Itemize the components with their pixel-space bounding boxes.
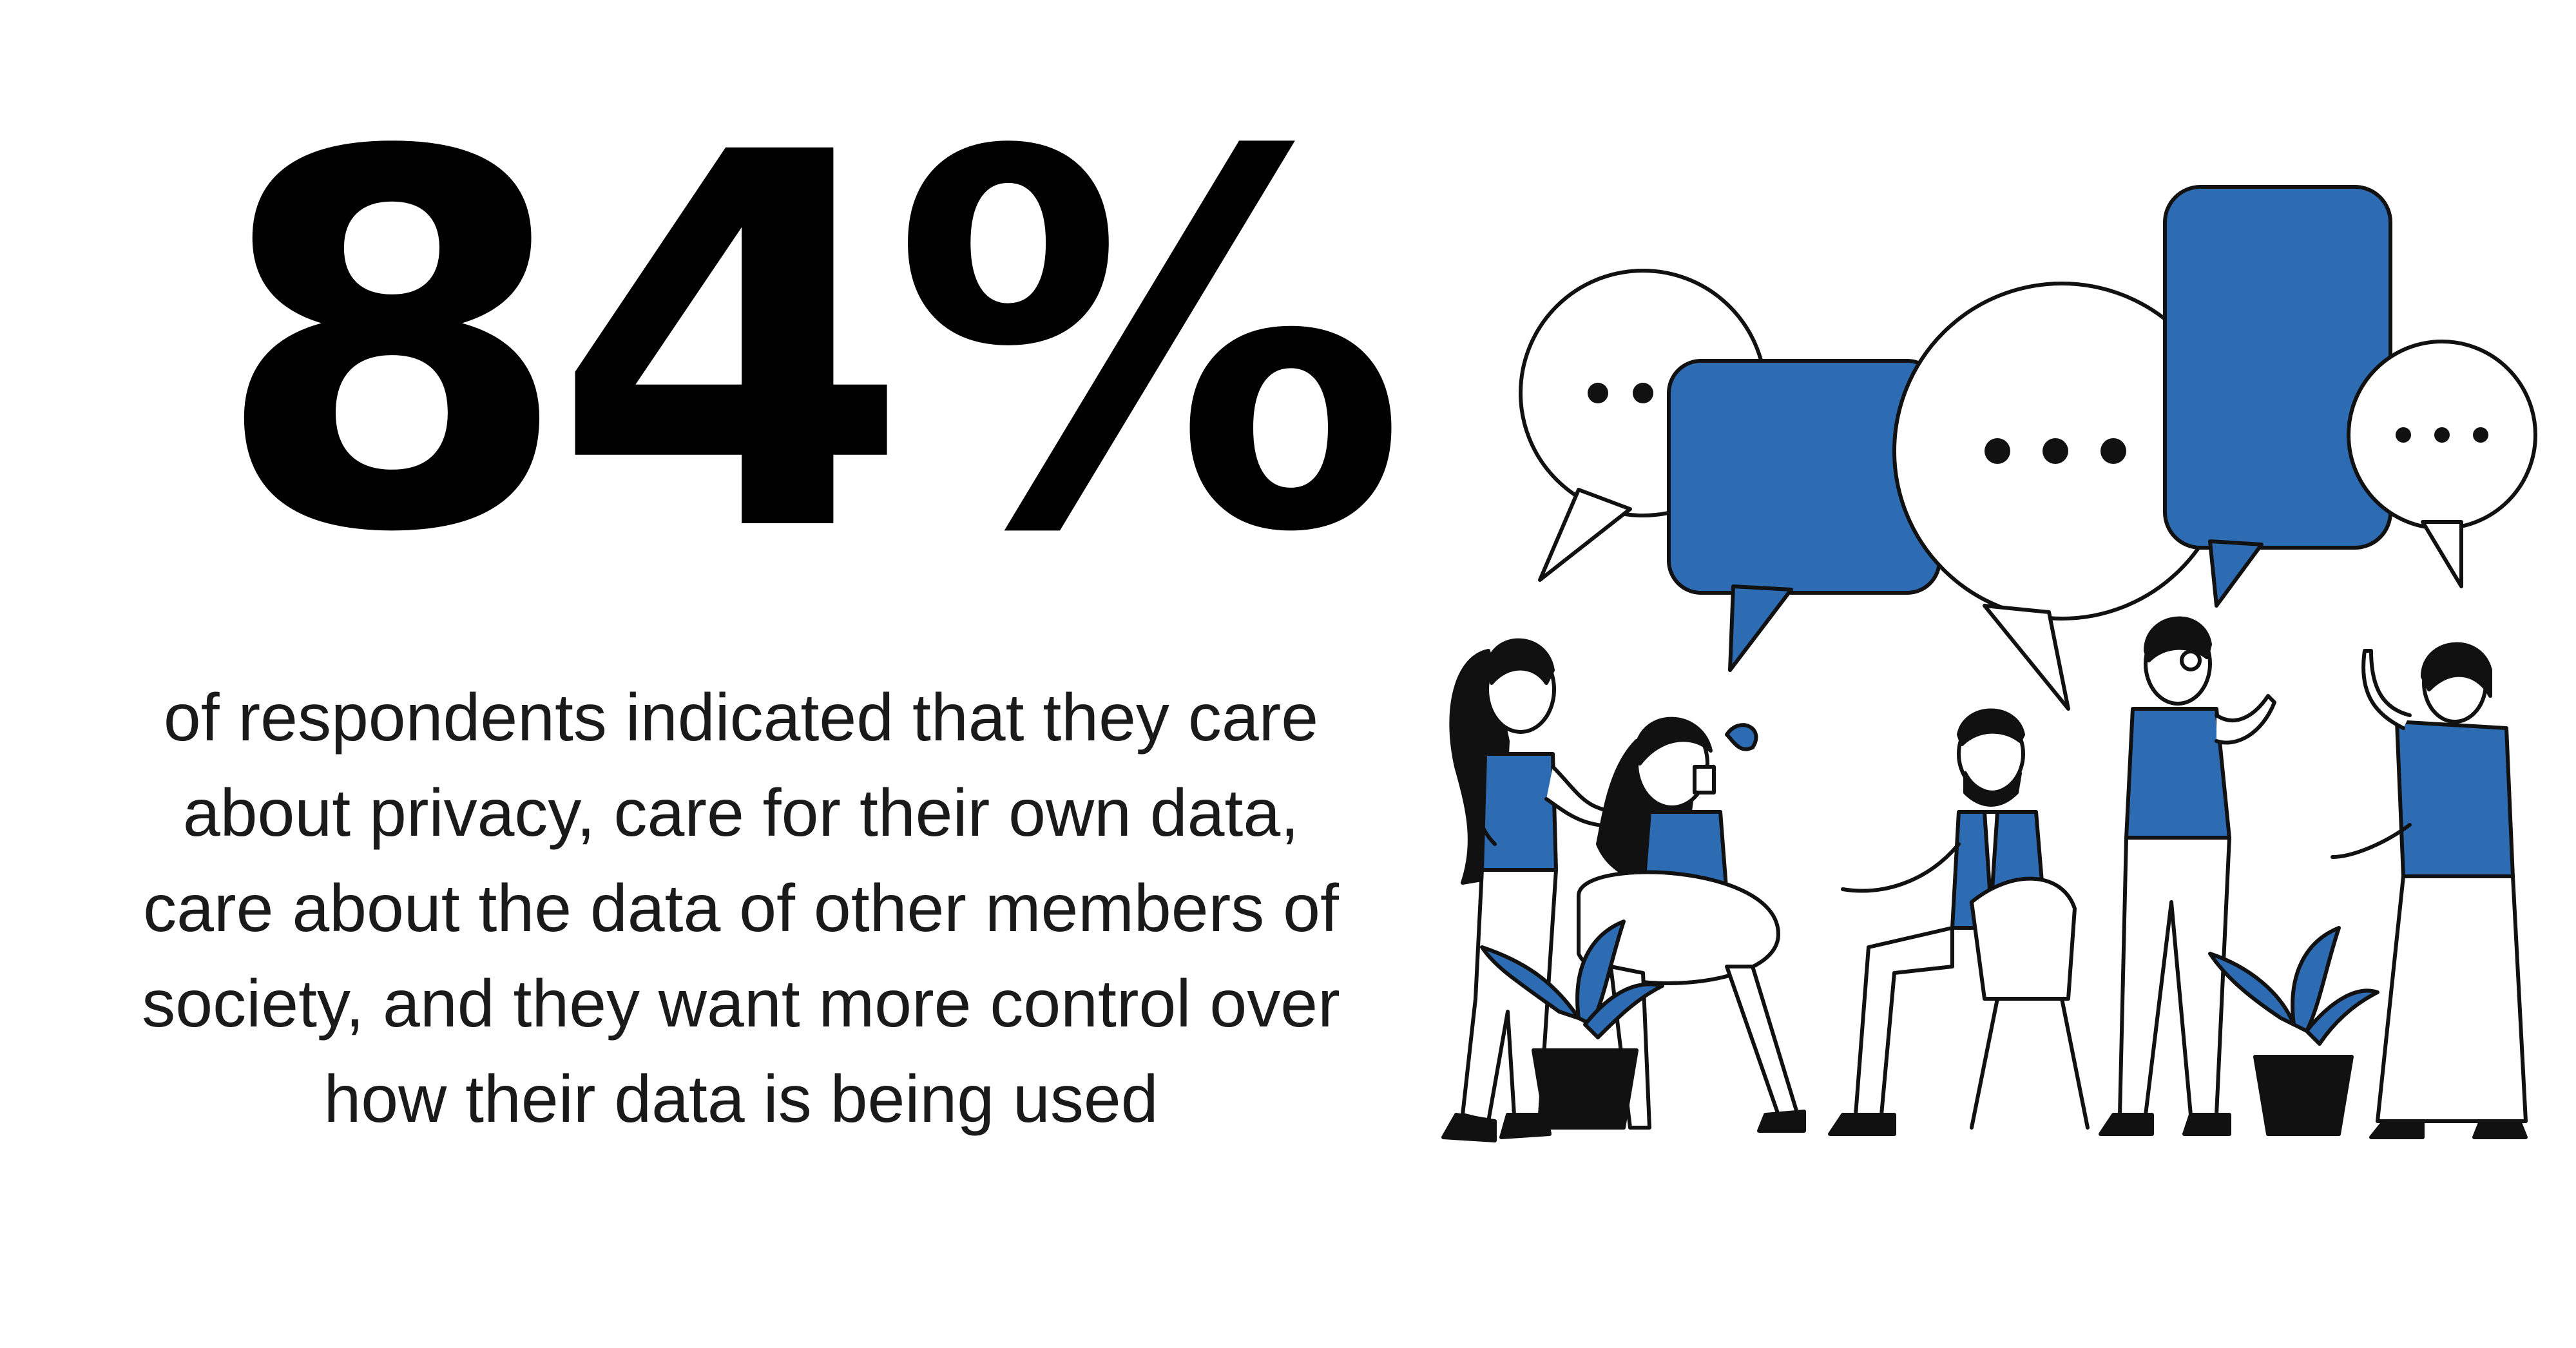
headline-statistic: 84% (213, 44, 1408, 645)
plant-left-icon (1480, 920, 1664, 1130)
man-standing-glasses (2099, 616, 2276, 1136)
woman-standing-right (2331, 642, 2528, 1139)
woman-standing-left (1441, 638, 1632, 1142)
woman-seated-with-cup (1577, 717, 1806, 1133)
statistic-caption: of respondents indicated that they care … (142, 680, 1340, 1137)
plant-right-icon (2208, 926, 2379, 1136)
speech-bubbles (1519, 185, 2537, 711)
man-seated (1828, 708, 2090, 1136)
people-conversation-illustration (1418, 161, 2552, 1231)
